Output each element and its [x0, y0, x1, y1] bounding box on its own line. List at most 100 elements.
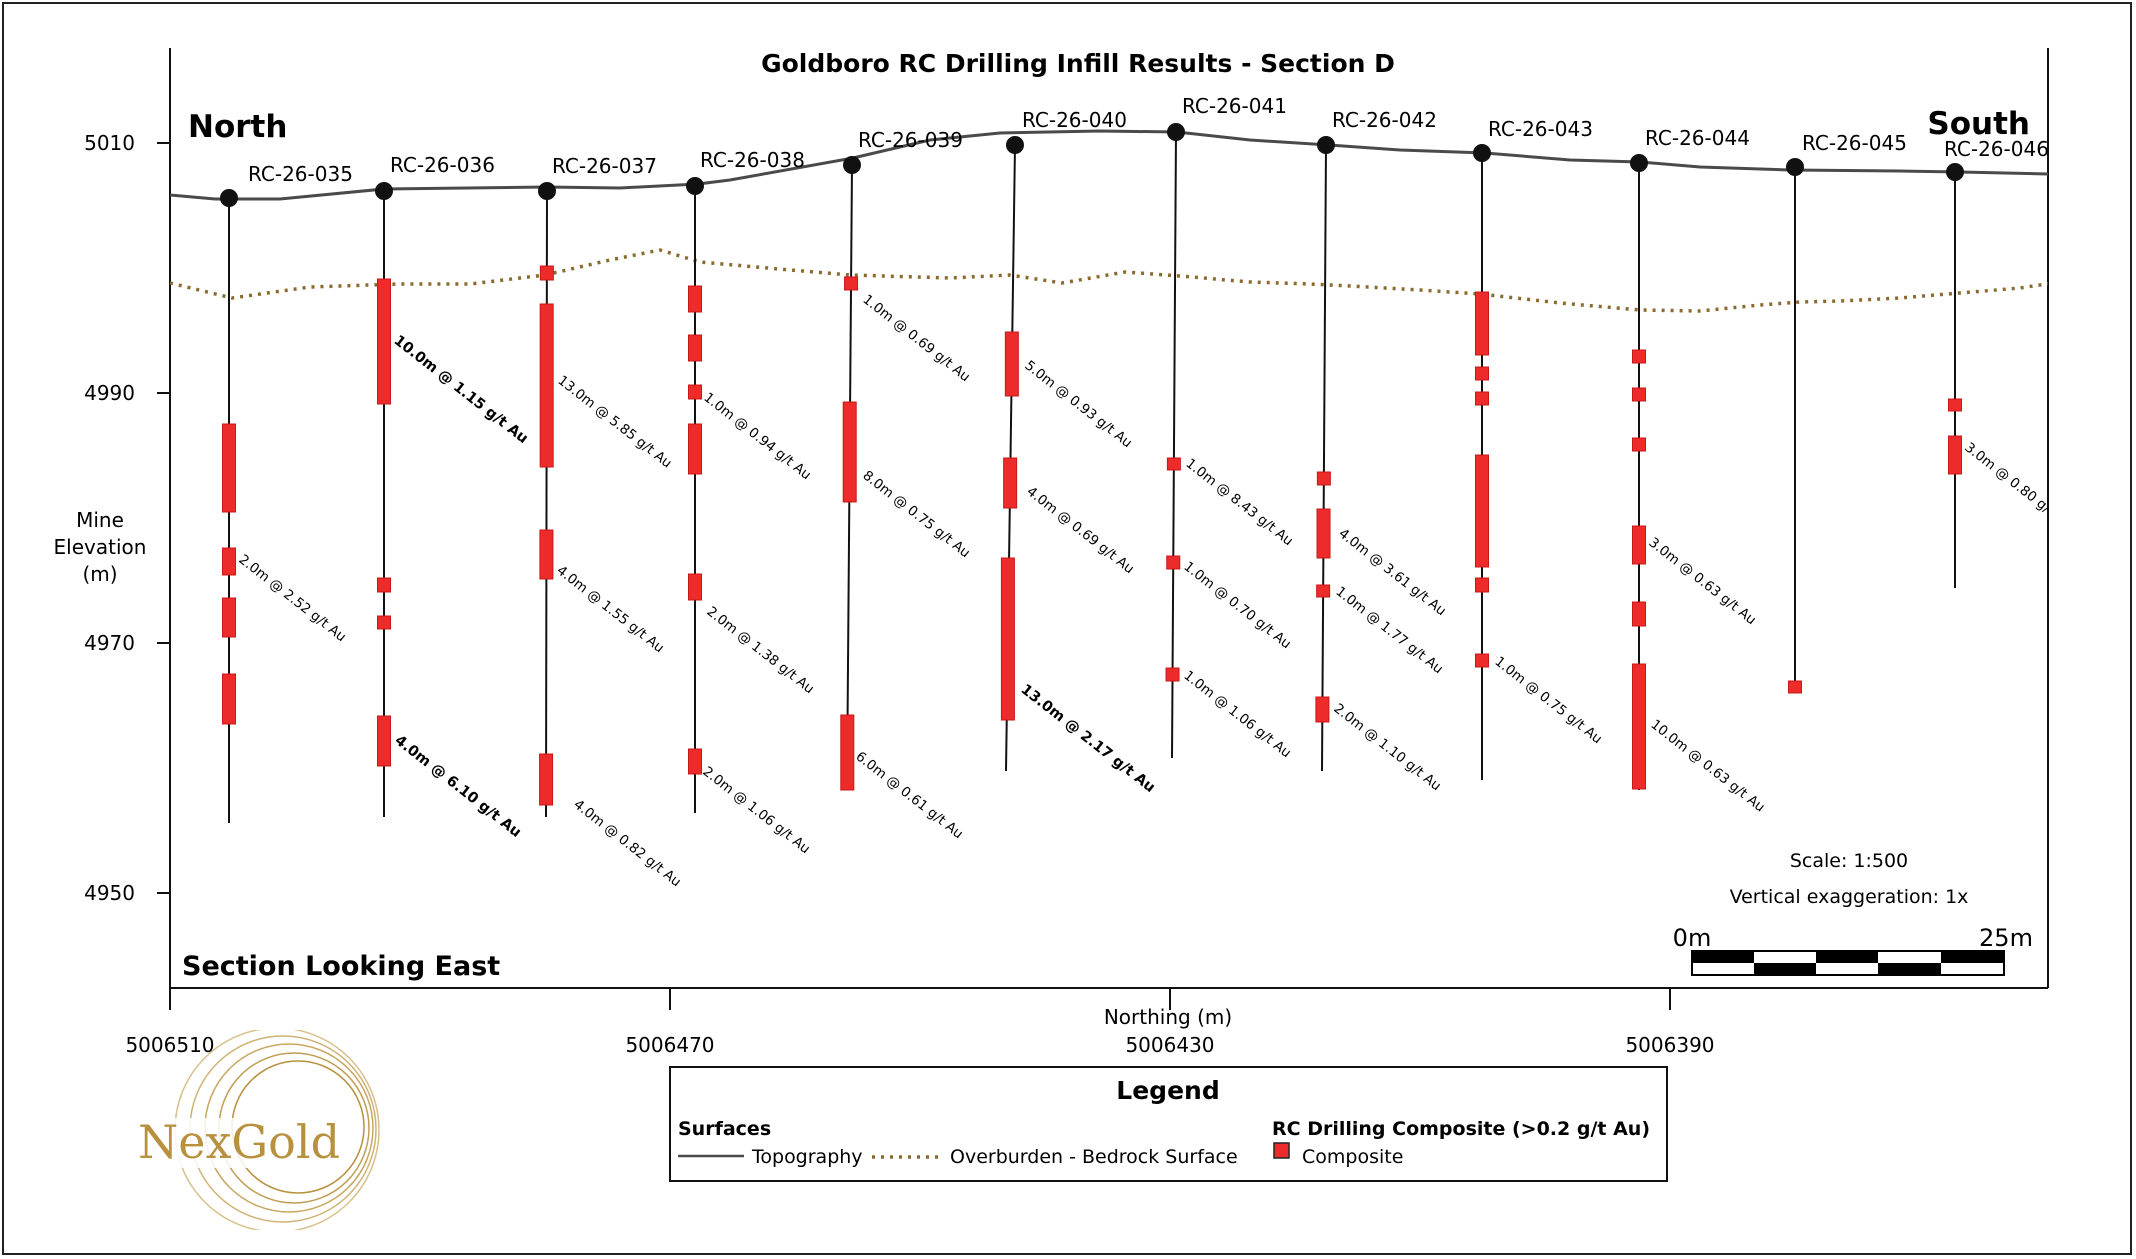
drill-hole-collar — [1630, 154, 1648, 172]
drill-hole-collar — [1006, 136, 1024, 154]
drill-hole-label: RC-26-038 — [700, 148, 805, 172]
assay-label: 4.0m @ 6.10 g/t Au — [392, 733, 524, 841]
overburden-bedrock-surface — [170, 248, 2048, 313]
y-tick-label: 4970 — [84, 631, 135, 655]
composite-interval — [1632, 601, 1646, 627]
composite-interval — [688, 573, 702, 601]
y-axis-label-line: Elevation — [54, 535, 147, 559]
composite-interval — [377, 577, 391, 593]
legend-box — [669, 1066, 1668, 1182]
composite-interval — [1948, 435, 1962, 475]
composite-interval — [1475, 653, 1489, 668]
hole-labels-layer: RC-26-035 RC-26-036 RC-26-037 RC-26-038 RC-2… — [248, 94, 2049, 186]
composite-interval — [1632, 525, 1646, 565]
legend-composite-heading: RC Drilling Composite (>0.2 g/t Au) — [1272, 1118, 1650, 1140]
legend-overburden-label: Overburden - Bedrock Surface — [950, 1146, 1238, 1168]
composite-interval — [1475, 291, 1489, 356]
composite-interval — [1475, 366, 1489, 381]
drill-hole-label: RC-26-042 — [1332, 108, 1437, 132]
topography-surface — [170, 129, 2048, 201]
composite-interval — [1166, 457, 1181, 471]
assay-label: 1.0m @ 0.69 g/t Au — [860, 292, 974, 386]
legend-topography-label: Topography — [751, 1146, 863, 1168]
composite-interval — [1475, 391, 1489, 406]
x-tick-label: 5006390 — [1625, 1033, 1714, 1057]
vertical-exaggeration-text: Vertical exaggeration: 1x — [1730, 886, 1969, 908]
assay-label: 3.0m @ 0.80 g/t Au — [1962, 440, 2076, 534]
composite-interval — [377, 615, 391, 630]
drill-hole-label: RC-26-043 — [1488, 117, 1593, 141]
legend: Legend Surfaces Topography Overburden - … — [669, 1066, 1668, 1182]
drill-hole-collar — [843, 156, 861, 174]
south-label: South — [1927, 106, 2030, 142]
composite-interval — [1004, 331, 1019, 397]
drill-hole-label: RC-26-035 — [248, 162, 353, 186]
composite-interval — [539, 753, 554, 806]
x-tick-label: 5006470 — [625, 1033, 714, 1057]
composite-interval — [688, 334, 702, 362]
composites-layer — [222, 265, 1962, 806]
composite-interval — [1632, 663, 1646, 790]
composite-interval — [688, 285, 702, 313]
assay-label: 2.0m @ 1.38 g/t Au — [704, 604, 818, 698]
scale-bar-segment — [1816, 951, 1878, 963]
drill-hole-label: RC-26-046 — [1944, 137, 2049, 161]
x-axis-label: Northing (m) — [1104, 1005, 1232, 1029]
y-tick-label: 4950 — [84, 881, 135, 905]
drill-hole-label: RC-26-037 — [552, 154, 657, 178]
composite-interval — [842, 401, 857, 503]
assay-label: 1.0m @ 8.43 g/t Au — [1183, 456, 1297, 550]
assay-label: 1.0m @ 0.75 g/t Au — [1492, 654, 1606, 748]
assay-label: 1.0m @ 0.94 g/t Au — [701, 390, 815, 484]
drill-hole-label: RC-26-039 — [858, 128, 963, 152]
assay-labels-layer: 2.0m @ 2.52 g/t Au 10.0m @ 1.15 g/t Au 4.0… — [236, 292, 2076, 891]
composite-interval — [1788, 680, 1802, 694]
section-looking-label: Section Looking East — [182, 951, 500, 982]
composite-interval — [539, 529, 554, 580]
assay-label: 3.0m @ 0.63 g/t Au — [1646, 535, 1760, 629]
assay-label: 13.0m @ 5.85 g/t Au — [555, 373, 675, 472]
x-axis: 5006510 5006470 5006430 5006390 Northing… — [125, 988, 1715, 1057]
composite-interval — [1165, 667, 1180, 682]
scale-bar — [1691, 950, 2005, 976]
drill-hole-collar — [220, 189, 238, 207]
legend-title: Legend — [1116, 1076, 1219, 1105]
x-tick-label: 5006510 — [125, 1033, 214, 1057]
y-axis-label-line: Mine — [76, 508, 124, 532]
drill-hole-label: RC-26-041 — [1182, 94, 1287, 118]
composite-interval — [1166, 555, 1181, 570]
assay-label: 13.0m @ 2.17 g/t Au — [1018, 682, 1158, 797]
assay-label: 5.0m @ 0.93 g/t Au — [1022, 358, 1136, 452]
logo-text-backdrop — [130, 1118, 330, 1168]
drill-hole-trace — [545, 190, 548, 818]
scale-bar-segment — [1692, 951, 1754, 963]
drill-hole-label: RC-26-040 — [1022, 108, 1127, 132]
composite-interval — [1316, 508, 1331, 559]
scale-bar-segment — [1878, 963, 1941, 975]
chart-title: Goldboro RC Drilling Infill Results - Se… — [761, 49, 1395, 78]
y-axis: 5010 4990 4970 4950 Mine Elevation (m) — [54, 131, 170, 905]
composite-interval — [1316, 471, 1331, 486]
scale-bar-segment — [1941, 951, 2004, 963]
composite-interval — [1315, 696, 1330, 723]
logo-text: NexGold — [138, 1115, 340, 1169]
assay-label: 6.0m @ 0.61 g/t Au — [853, 749, 967, 843]
composite-interval — [377, 715, 391, 767]
y-tick-label: 4990 — [84, 381, 135, 405]
drill-hole-collar — [538, 182, 556, 200]
composite-interval — [1948, 398, 1962, 412]
assay-label: 1.0m @ 0.70 g/t Au — [1181, 559, 1295, 653]
composite-interval — [1632, 437, 1646, 452]
composite-interval — [688, 423, 702, 475]
assay-label: 4.0m @ 1.55 g/t Au — [554, 563, 668, 657]
scale-text: Scale: 1:500 — [1790, 850, 1908, 872]
scale-end-label: 25m — [1979, 924, 2033, 952]
drill-hole-trace — [1171, 131, 1177, 759]
composite-interval — [844, 276, 859, 291]
composite-interval — [539, 265, 554, 281]
scale-block: Scale: 1:500 Vertical exaggeration: 1x 0… — [1673, 850, 2033, 976]
composite-interval — [222, 423, 236, 513]
composite-interval — [1475, 577, 1489, 593]
